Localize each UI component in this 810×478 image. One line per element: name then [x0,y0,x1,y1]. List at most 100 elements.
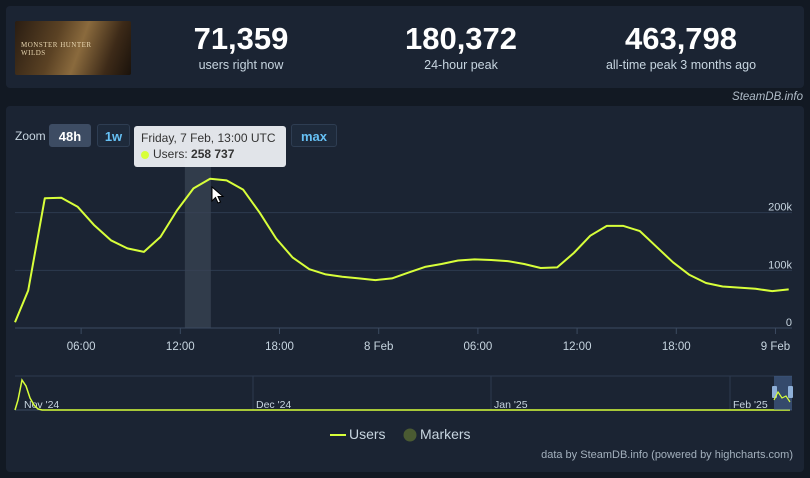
data-point [656,246,657,247]
navigator-label: Dec '24 [256,399,291,411]
data-point [639,231,640,232]
hover-band [184,155,211,328]
tooltip-title: Friday, 7 Feb, 13:00 UTC [141,131,276,145]
navigator-series-line [14,378,790,411]
data-point [457,260,458,261]
data-point [209,178,210,179]
legend-markers-label: Markers [420,426,471,442]
data-point [94,225,95,226]
zoom-1w-button[interactable]: 1w [97,124,130,147]
steamdb-credit-top[interactable]: SteamDB.info [732,91,803,103]
navigator-bg [15,376,792,410]
navigator-window [774,376,792,410]
game-logo-sub: WILDS [21,49,46,57]
data-point [738,287,739,288]
tooltip-series-dot [141,150,149,159]
y-tick-label: 0 [786,317,792,329]
tooltip-series-label: Users: [153,147,188,161]
data-point [474,259,475,260]
data-point [424,266,425,267]
chart-panel [6,106,804,472]
x-tick-label: 06:00 [67,341,96,353]
stat-alltime-peak-value: 463,798 [624,21,738,56]
data-point [524,263,525,264]
data-point [557,267,558,268]
tooltip-row: Users: 258 737 [141,146,279,162]
y-tick-label: 200k [768,202,792,214]
data-point [28,290,29,291]
data-point [243,189,244,190]
data-point [127,248,128,249]
data-point [573,252,574,253]
data-point [110,240,111,241]
legend-users[interactable]: Users [330,426,386,442]
stat-24h-peak-value: 180,372 [404,21,518,56]
data-point [441,263,442,264]
x-tick-label: 12:00 [166,341,195,353]
data-point [788,289,789,290]
data-point [606,225,607,226]
data-point [342,276,343,277]
legend-users-label: Users [349,426,386,442]
data-point [755,288,756,289]
data-point [309,269,310,270]
navigator-handle-left [772,386,777,398]
data-point [143,251,144,252]
game-logo-title: MONSTER HUNTER [21,41,92,49]
data-point [325,274,326,275]
zoom-max-button[interactable]: max [291,124,337,147]
data-point [292,257,293,258]
data-point [358,278,359,279]
data-point [259,212,260,213]
x-tick-label: 18:00 [662,341,691,353]
data-point [623,225,624,226]
stat-24h-peak: 180,372 24-hour peak [386,21,536,73]
data-point [408,272,409,273]
navigator-window-series [773,390,791,403]
game-logo: MONSTER HUNTER WILDS [21,41,92,57]
data-point [160,236,161,237]
data-point [61,197,62,198]
data-point [590,235,591,236]
stat-24h-peak-label: 24-hour peak [424,58,498,72]
zoom-48h-button[interactable]: 48h [49,124,91,147]
stat-alltime-peak-label: all-time peak 3 months ago [605,58,757,72]
x-tick-label: 12:00 [563,341,592,353]
legend-users-line-icon [330,434,346,437]
navigator-handle-right [788,386,793,398]
data-point [77,206,78,207]
legend-markers-dot-icon [403,428,417,442]
data-point [491,259,492,260]
data-point [226,180,227,181]
legend-markers[interactable]: Markers [403,426,471,442]
data-point [772,290,773,291]
data-point [193,188,194,189]
game-thumbnail[interactable]: MONSTER HUNTER WILDS [15,21,131,75]
stat-current: 71,359 users right now [166,21,316,73]
data-point [507,261,508,262]
y-tick-label: 100k [768,259,792,271]
data-point [391,278,392,279]
tooltip-value: 258 737 [191,147,235,161]
data-point [722,286,723,287]
data-credit[interactable]: data by SteamDB.info (powered by highcha… [541,449,793,461]
data-point [705,282,706,283]
data-point [672,262,673,263]
data-point [176,210,177,211]
navigator-label: Jan '25 [494,399,528,411]
x-tick-label: 18:00 [265,341,294,353]
x-tick-label: 9 Feb [761,341,790,353]
data-point [689,274,690,275]
stat-current-label: users right now [198,58,284,72]
stat-current-value: 71,359 [193,21,289,56]
stats-panel: MONSTER HUNTER WILDS 71,359 users right … [6,6,804,88]
navigator-label: Feb '25 [733,399,768,411]
x-tick-label: 06:00 [464,341,493,353]
data-point [375,280,376,281]
zoom-label: Zoom [15,129,46,143]
data-point [540,267,541,268]
chart-tooltip: Friday, 7 Feb, 13:00 UTC Users: 258 737 [134,126,286,167]
stat-alltime-peak: 463,798 all-time peak 3 months ago [591,21,771,73]
data-point [276,238,277,239]
